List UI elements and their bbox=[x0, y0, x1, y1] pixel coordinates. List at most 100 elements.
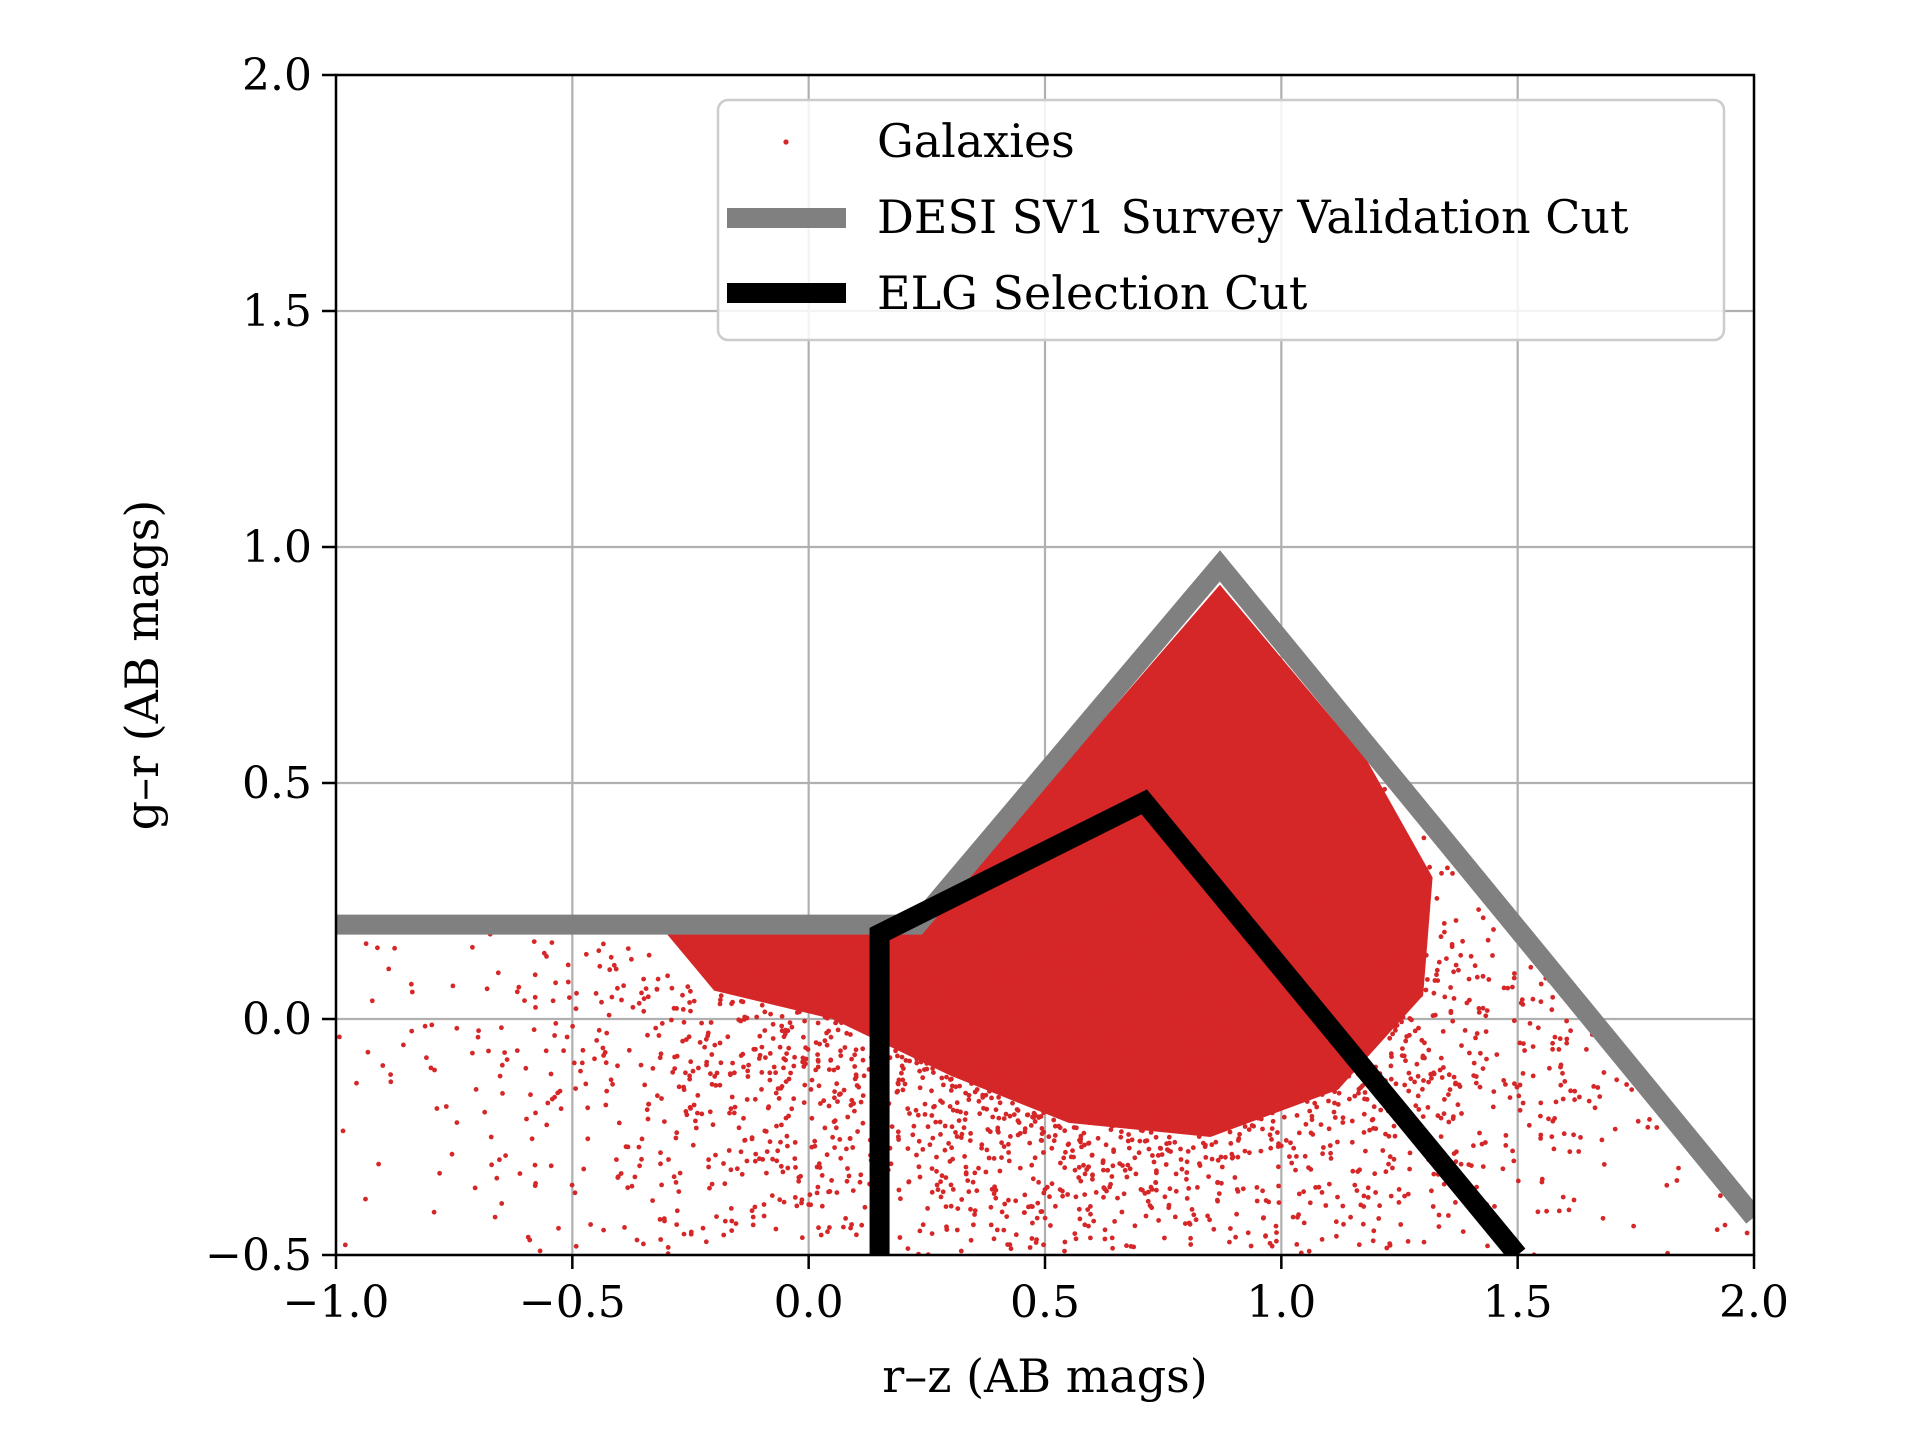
galaxy-point bbox=[1011, 1112, 1017, 1117]
galaxy-point bbox=[1066, 1105, 1072, 1111]
galaxy-point bbox=[656, 1033, 662, 1038]
galaxy-point bbox=[974, 948, 979, 954]
galaxy-point bbox=[900, 1077, 906, 1083]
galaxy-point bbox=[1153, 1134, 1159, 1140]
galaxy-point bbox=[1108, 889, 1114, 894]
galaxy-point bbox=[1322, 963, 1327, 968]
galaxy-point bbox=[1279, 1044, 1284, 1049]
galaxy-point bbox=[1075, 967, 1081, 972]
galaxy-point bbox=[1109, 1035, 1115, 1041]
galaxy-point bbox=[1538, 1132, 1544, 1138]
galaxy-point bbox=[1388, 823, 1394, 829]
galaxy-point bbox=[1382, 1025, 1387, 1030]
galaxy-point bbox=[996, 1003, 1002, 1009]
galaxy-point bbox=[905, 1146, 911, 1151]
galaxy-point bbox=[821, 1098, 827, 1104]
galaxy-point bbox=[1182, 1221, 1188, 1226]
galaxy-point bbox=[639, 1136, 645, 1142]
galaxy-point bbox=[779, 1014, 785, 1019]
galaxy-point bbox=[529, 1136, 535, 1142]
galaxy-point bbox=[655, 976, 661, 982]
galaxy-point bbox=[1166, 1148, 1172, 1154]
galaxy-point bbox=[1160, 911, 1166, 916]
galaxy-point bbox=[930, 1066, 935, 1071]
galaxy-point bbox=[408, 981, 414, 987]
galaxy-point bbox=[1132, 1096, 1138, 1101]
galaxy-point bbox=[1319, 1237, 1325, 1242]
galaxy-point bbox=[1030, 895, 1036, 900]
galaxy-point bbox=[1329, 961, 1335, 967]
galaxy-point bbox=[1031, 1009, 1037, 1015]
galaxy-point bbox=[1155, 1153, 1161, 1158]
galaxy-point bbox=[1047, 925, 1052, 931]
galaxy-point bbox=[1190, 747, 1196, 752]
galaxy-point bbox=[621, 983, 626, 989]
galaxy-point bbox=[687, 1076, 693, 1082]
galaxy-point bbox=[980, 909, 985, 915]
galaxy-point bbox=[741, 1064, 746, 1070]
galaxy-point bbox=[1467, 1050, 1472, 1056]
galaxy-point bbox=[1252, 1087, 1257, 1093]
galaxy-point bbox=[899, 1070, 904, 1076]
galaxy-point bbox=[650, 1198, 655, 1203]
galaxy-point bbox=[641, 996, 647, 1002]
galaxy-point bbox=[470, 944, 475, 950]
galaxy-point bbox=[844, 1146, 849, 1152]
galaxy-point bbox=[597, 963, 603, 969]
galaxy-point bbox=[943, 1046, 949, 1052]
galaxy-point bbox=[1561, 1131, 1567, 1137]
galaxy-point bbox=[815, 1059, 821, 1064]
galaxy-point bbox=[1359, 903, 1364, 908]
galaxy-point bbox=[759, 1044, 765, 1050]
galaxy-point bbox=[1478, 1050, 1483, 1056]
galaxy-point bbox=[1153, 916, 1159, 922]
galaxy-point bbox=[1159, 1152, 1165, 1157]
galaxy-point bbox=[1148, 1076, 1154, 1082]
galaxy-point bbox=[1335, 1194, 1340, 1200]
galaxy-point bbox=[1103, 1121, 1109, 1127]
galaxy-point bbox=[1538, 1136, 1543, 1141]
galaxy-point bbox=[691, 1102, 697, 1108]
galaxy-point bbox=[970, 1179, 976, 1185]
galaxy-point bbox=[1054, 1055, 1059, 1060]
galaxy-point bbox=[757, 1052, 763, 1058]
galaxy-point bbox=[1065, 1010, 1071, 1016]
galaxy-point bbox=[1235, 1007, 1241, 1013]
galaxy-point bbox=[893, 938, 898, 943]
galaxy-point bbox=[1147, 977, 1152, 983]
galaxy-point bbox=[812, 1138, 818, 1144]
galaxy-point bbox=[1013, 1028, 1019, 1034]
galaxy-point bbox=[898, 1037, 904, 1043]
galaxy-point bbox=[610, 1081, 615, 1087]
galaxy-point bbox=[1121, 1054, 1127, 1060]
galaxy-point bbox=[893, 1048, 898, 1054]
galaxy-point bbox=[504, 1057, 510, 1062]
galaxy-point bbox=[1336, 1067, 1342, 1073]
galaxy-point bbox=[806, 976, 812, 982]
galaxy-point bbox=[1430, 1013, 1436, 1019]
galaxy-point bbox=[1156, 947, 1162, 953]
galaxy-point bbox=[1318, 899, 1324, 904]
galaxy-point bbox=[674, 1222, 680, 1227]
galaxy-point bbox=[1209, 1142, 1215, 1148]
galaxy-point bbox=[855, 937, 861, 943]
legend-galaxies-marker bbox=[783, 139, 789, 145]
galaxy-point bbox=[838, 1008, 844, 1014]
x-tick-label: 0.0 bbox=[774, 1277, 844, 1328]
galaxy-point bbox=[1077, 1005, 1082, 1011]
galaxy-point bbox=[963, 1164, 969, 1170]
galaxy-point bbox=[593, 991, 599, 996]
galaxy-point bbox=[476, 1028, 481, 1034]
galaxy-point bbox=[895, 1129, 901, 1135]
galaxy-point bbox=[706, 1164, 711, 1170]
galaxy-point bbox=[1120, 824, 1126, 830]
galaxy-point bbox=[1326, 1126, 1332, 1132]
galaxy-point bbox=[995, 1070, 1001, 1075]
galaxy-point bbox=[1012, 1012, 1018, 1018]
galaxy-point bbox=[1313, 1050, 1318, 1056]
galaxy-point bbox=[561, 1048, 566, 1054]
galaxy-point bbox=[1082, 1084, 1088, 1090]
galaxy-point bbox=[826, 997, 832, 1002]
galaxy-point bbox=[532, 994, 538, 1000]
galaxy-point bbox=[1158, 890, 1163, 896]
